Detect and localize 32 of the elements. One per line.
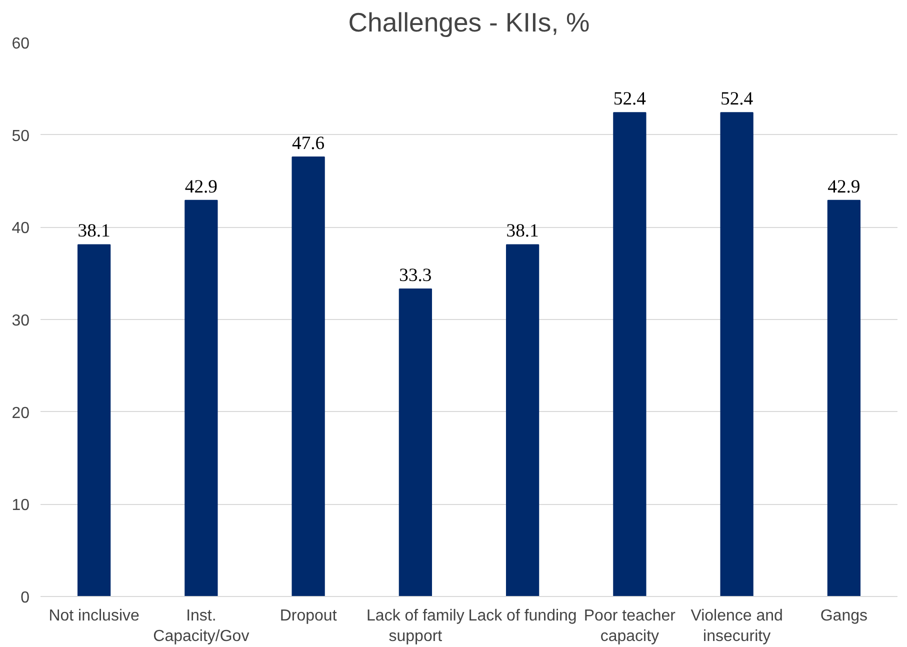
data-label: 52.4	[613, 88, 647, 110]
bar	[827, 200, 861, 596]
x-tick-label: Poor teacher capacity	[584, 608, 676, 645]
x-tick-label: Gangs	[820, 608, 868, 624]
x-tick-label: Dropout	[280, 608, 338, 624]
data-label: 33.3	[399, 265, 432, 286]
y-tick-label: 40	[12, 220, 30, 238]
x-tick-label: Violence and insecurity	[690, 608, 783, 645]
data-label: 42.9	[184, 176, 218, 198]
bar	[720, 112, 754, 596]
data-label: 47.6	[292, 132, 325, 154]
y-tick-label: 10	[12, 497, 30, 514]
bar	[506, 244, 540, 596]
bar	[613, 112, 646, 596]
data-label: 38.1	[78, 220, 110, 242]
bar	[398, 288, 432, 596]
y-tick-label: 50	[12, 128, 30, 145]
x-tick-label: Lack of funding	[468, 608, 577, 624]
x-tick-label: Inst. Capacity/Gov	[153, 608, 250, 645]
data-label: 38.1	[506, 220, 539, 242]
y-tick-label: 20	[12, 404, 30, 422]
data-label: 42.9	[828, 176, 860, 198]
bar	[292, 156, 325, 596]
y-tick-label: 0	[20, 590, 30, 606]
y-tick-label: 60	[12, 36, 30, 52]
bar	[184, 200, 218, 596]
y-tick-label: 30	[12, 312, 30, 330]
x-tick-label: Not inclusive	[48, 608, 140, 624]
chart-title: Challenges - KIIs, %	[348, 8, 590, 38]
data-label: 52.4	[720, 88, 754, 110]
x-tick-label: Lack of family support	[366, 608, 464, 645]
bar	[77, 244, 111, 596]
